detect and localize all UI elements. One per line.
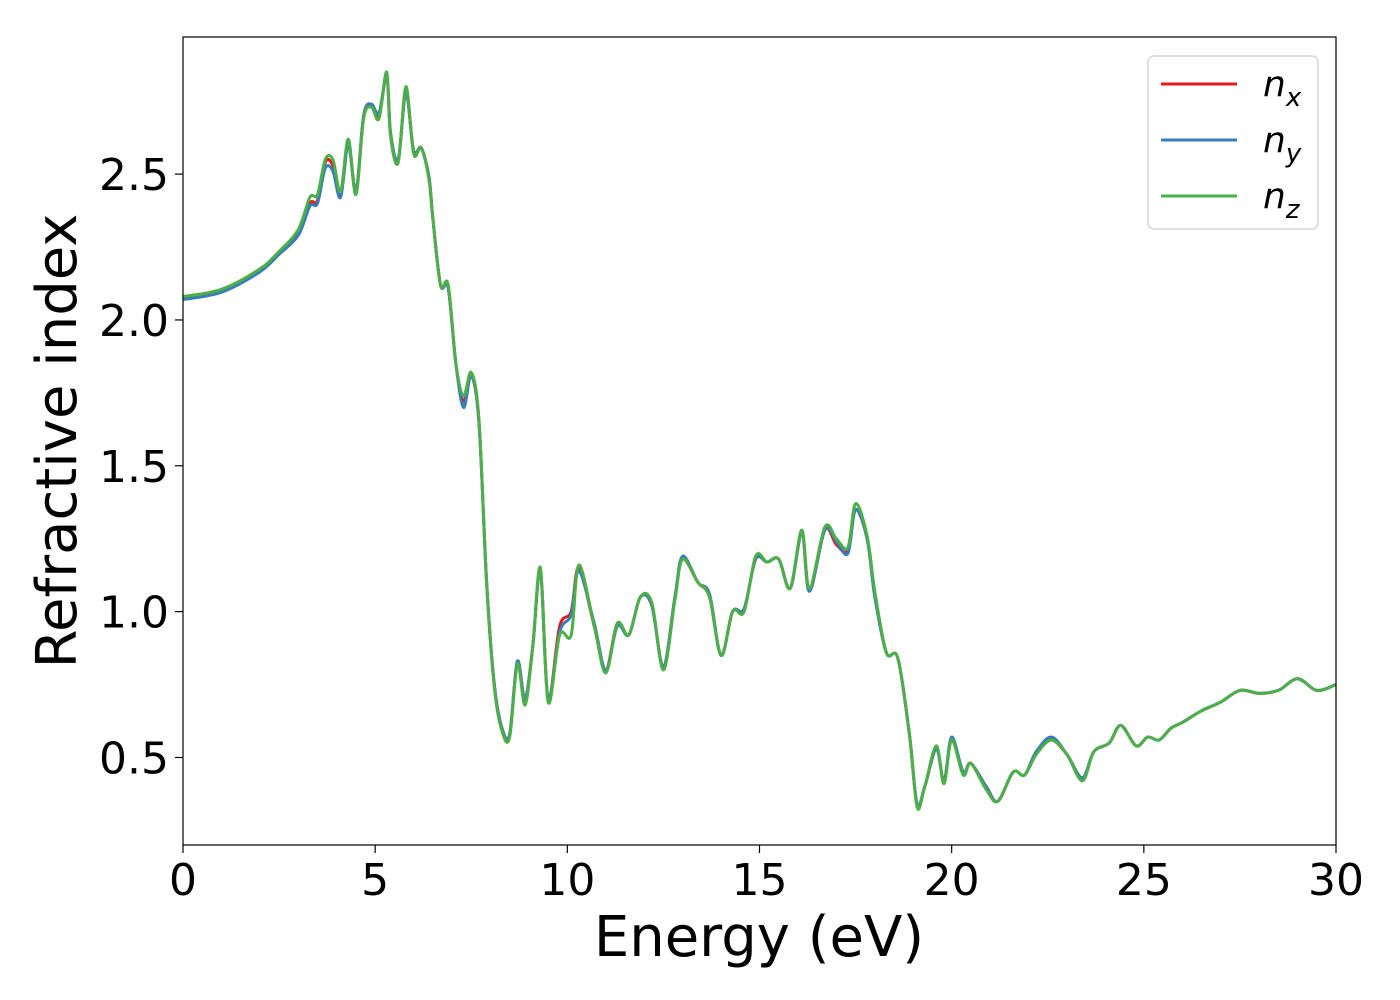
legend-label-subscript: x — [1285, 83, 1302, 113]
y-axis-ticks: 0.5 1.0 1.5 2.0 2.5 — [99, 150, 183, 784]
x-tick-label: 10 — [539, 855, 595, 906]
legend-label-base: n — [1263, 120, 1286, 161]
y-tick-label: 1.5 — [99, 442, 169, 493]
y-tick-label: 1.0 — [99, 588, 169, 639]
series-line-z — [183, 70, 1336, 811]
x-axis-label: Energy (eV) — [594, 905, 924, 970]
legend-label-x: nx — [1263, 64, 1302, 113]
x-tick-label: 0 — [169, 855, 197, 906]
legend-label-subscript: y — [1285, 139, 1302, 169]
y-tick-label: 2.0 — [99, 296, 169, 347]
legend-label-subscript: z — [1285, 195, 1301, 225]
legend-label-z: nz — [1263, 176, 1301, 225]
legend-box — [1147, 55, 1319, 230]
y-axis-label: Refractive index — [25, 214, 90, 669]
x-axis-ticks: 0 5 10 15 20 25 30 — [169, 845, 1364, 906]
legend-label-base: n — [1263, 176, 1286, 217]
x-tick-label: 25 — [1116, 855, 1172, 906]
y-tick-label: 2.5 — [99, 150, 169, 201]
series-layer — [183, 70, 1336, 811]
x-tick-label: 30 — [1308, 855, 1364, 906]
legend-label-y: ny — [1263, 120, 1302, 169]
x-tick-label: 5 — [361, 855, 389, 906]
y-tick-label: 0.5 — [99, 733, 169, 784]
legend-label-base: n — [1263, 64, 1286, 105]
x-tick-label: 20 — [924, 855, 980, 906]
x-tick-label: 15 — [732, 855, 788, 906]
